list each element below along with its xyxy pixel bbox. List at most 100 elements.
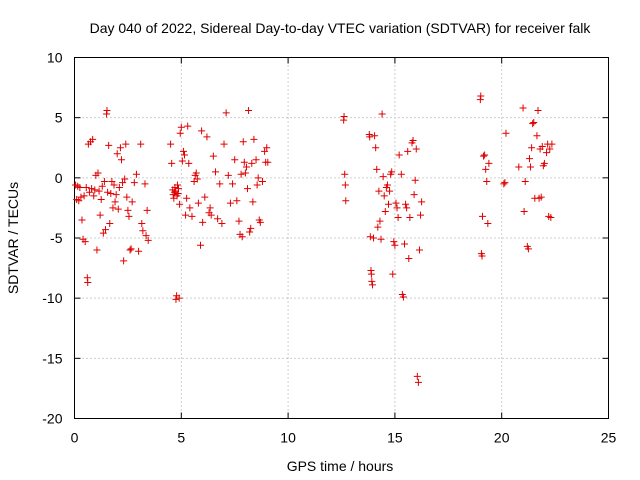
data-point-marker <box>201 193 209 201</box>
data-point-marker <box>372 144 380 152</box>
data-point-marker <box>394 214 402 222</box>
data-point-marker <box>128 198 136 206</box>
x-axis-label: GPS time / hours <box>287 458 394 474</box>
data-point-marker <box>410 191 418 199</box>
data-point-marker <box>222 109 230 117</box>
data-point-marker <box>403 204 411 212</box>
data-point-marker <box>381 208 389 216</box>
data-point-marker <box>139 227 147 235</box>
data-point-marker <box>93 246 101 254</box>
data-point-marker <box>252 156 260 164</box>
data-point-marker <box>235 217 243 225</box>
data-point-marker <box>366 133 374 141</box>
data-point-marker <box>390 238 398 246</box>
data-point-marker <box>548 140 556 148</box>
data-point-marker <box>249 198 257 206</box>
data-point-marker <box>377 235 385 243</box>
data-point-marker <box>485 159 493 167</box>
data-point-marker <box>484 220 492 228</box>
data-point-marker <box>100 177 108 185</box>
data-point-marker <box>482 165 490 173</box>
data-point-marker <box>342 197 350 205</box>
data-point-marker <box>525 155 533 163</box>
data-point-marker <box>529 120 537 128</box>
y-tick-label: -15 <box>42 350 62 366</box>
data-point-marker <box>418 198 426 206</box>
data-point-marker <box>370 234 378 242</box>
data-point-marker <box>78 216 86 224</box>
data-point-marker <box>132 170 140 178</box>
data-point-marker <box>137 140 145 148</box>
data-point-marker <box>117 156 125 164</box>
data-point-marker <box>415 246 423 254</box>
data-point-marker <box>240 158 248 166</box>
data-point-marker <box>90 192 98 200</box>
data-point-marker <box>253 181 261 189</box>
data-point-marker <box>125 212 133 220</box>
data-point-marker <box>399 293 407 301</box>
data-point-marker <box>185 159 193 167</box>
data-point-marker <box>393 204 401 212</box>
data-point-marker <box>528 144 536 152</box>
data-point-marker <box>248 159 256 167</box>
data-point-marker <box>218 220 226 228</box>
data-point-marker <box>397 170 405 178</box>
data-point-marker <box>233 197 241 205</box>
data-point-marker <box>371 132 379 140</box>
data-point-marker <box>105 141 113 149</box>
data-point-marker <box>383 181 391 189</box>
data-point-marker <box>123 193 131 201</box>
data-point-marker <box>214 215 222 223</box>
data-point-marker <box>121 175 129 183</box>
data-point-marker <box>144 236 152 244</box>
data-point-marker <box>537 193 545 201</box>
data-point-marker <box>401 240 409 248</box>
data-point-marker <box>256 218 264 226</box>
data-point-marker <box>108 177 116 185</box>
data-point-marker <box>116 144 124 152</box>
data-point-marker <box>392 199 400 207</box>
x-tick-label: 15 <box>387 430 403 446</box>
data-point-marker <box>110 181 118 189</box>
data-point-marker <box>406 214 414 222</box>
data-point-marker <box>104 188 112 196</box>
data-point-marker <box>245 106 253 114</box>
data-point-marker <box>547 214 555 222</box>
data-point-marker <box>173 181 181 189</box>
data-point-marker <box>409 137 417 145</box>
data-point-marker <box>402 200 410 208</box>
data-point-marker <box>478 212 486 220</box>
data-point-marker <box>143 206 151 214</box>
data-point-marker <box>238 233 246 241</box>
data-point-marker <box>176 200 184 208</box>
data-point-marker <box>198 127 206 135</box>
data-point-marker <box>106 220 114 228</box>
data-point-marker <box>530 118 538 126</box>
data-point-marker <box>94 169 102 177</box>
data-point-marker <box>242 163 250 171</box>
data-point-marker <box>405 254 413 262</box>
data-point-marker <box>380 192 388 200</box>
data-point-marker <box>404 147 412 155</box>
data-point-marker <box>182 211 190 219</box>
data-point-marker <box>241 169 249 177</box>
data-point-marker <box>247 224 255 232</box>
y-tick-label: 5 <box>55 110 63 126</box>
data-point-marker <box>188 212 196 220</box>
data-point-marker <box>386 187 394 195</box>
data-point-marker <box>183 194 191 202</box>
data-point-marker <box>114 205 122 213</box>
data-point-marker <box>341 170 349 178</box>
data-point-marker <box>384 200 392 208</box>
data-point-marker <box>168 159 176 167</box>
data-point-marker <box>82 183 90 191</box>
y-tick-label: -20 <box>42 411 62 427</box>
data-point-marker <box>209 152 217 160</box>
data-point-marker <box>395 151 403 159</box>
data-point-marker <box>81 238 89 246</box>
data-point-marker <box>246 228 254 236</box>
data-point-marker <box>178 157 186 165</box>
data-point-marker <box>199 218 207 226</box>
data-point-marker <box>192 169 200 177</box>
